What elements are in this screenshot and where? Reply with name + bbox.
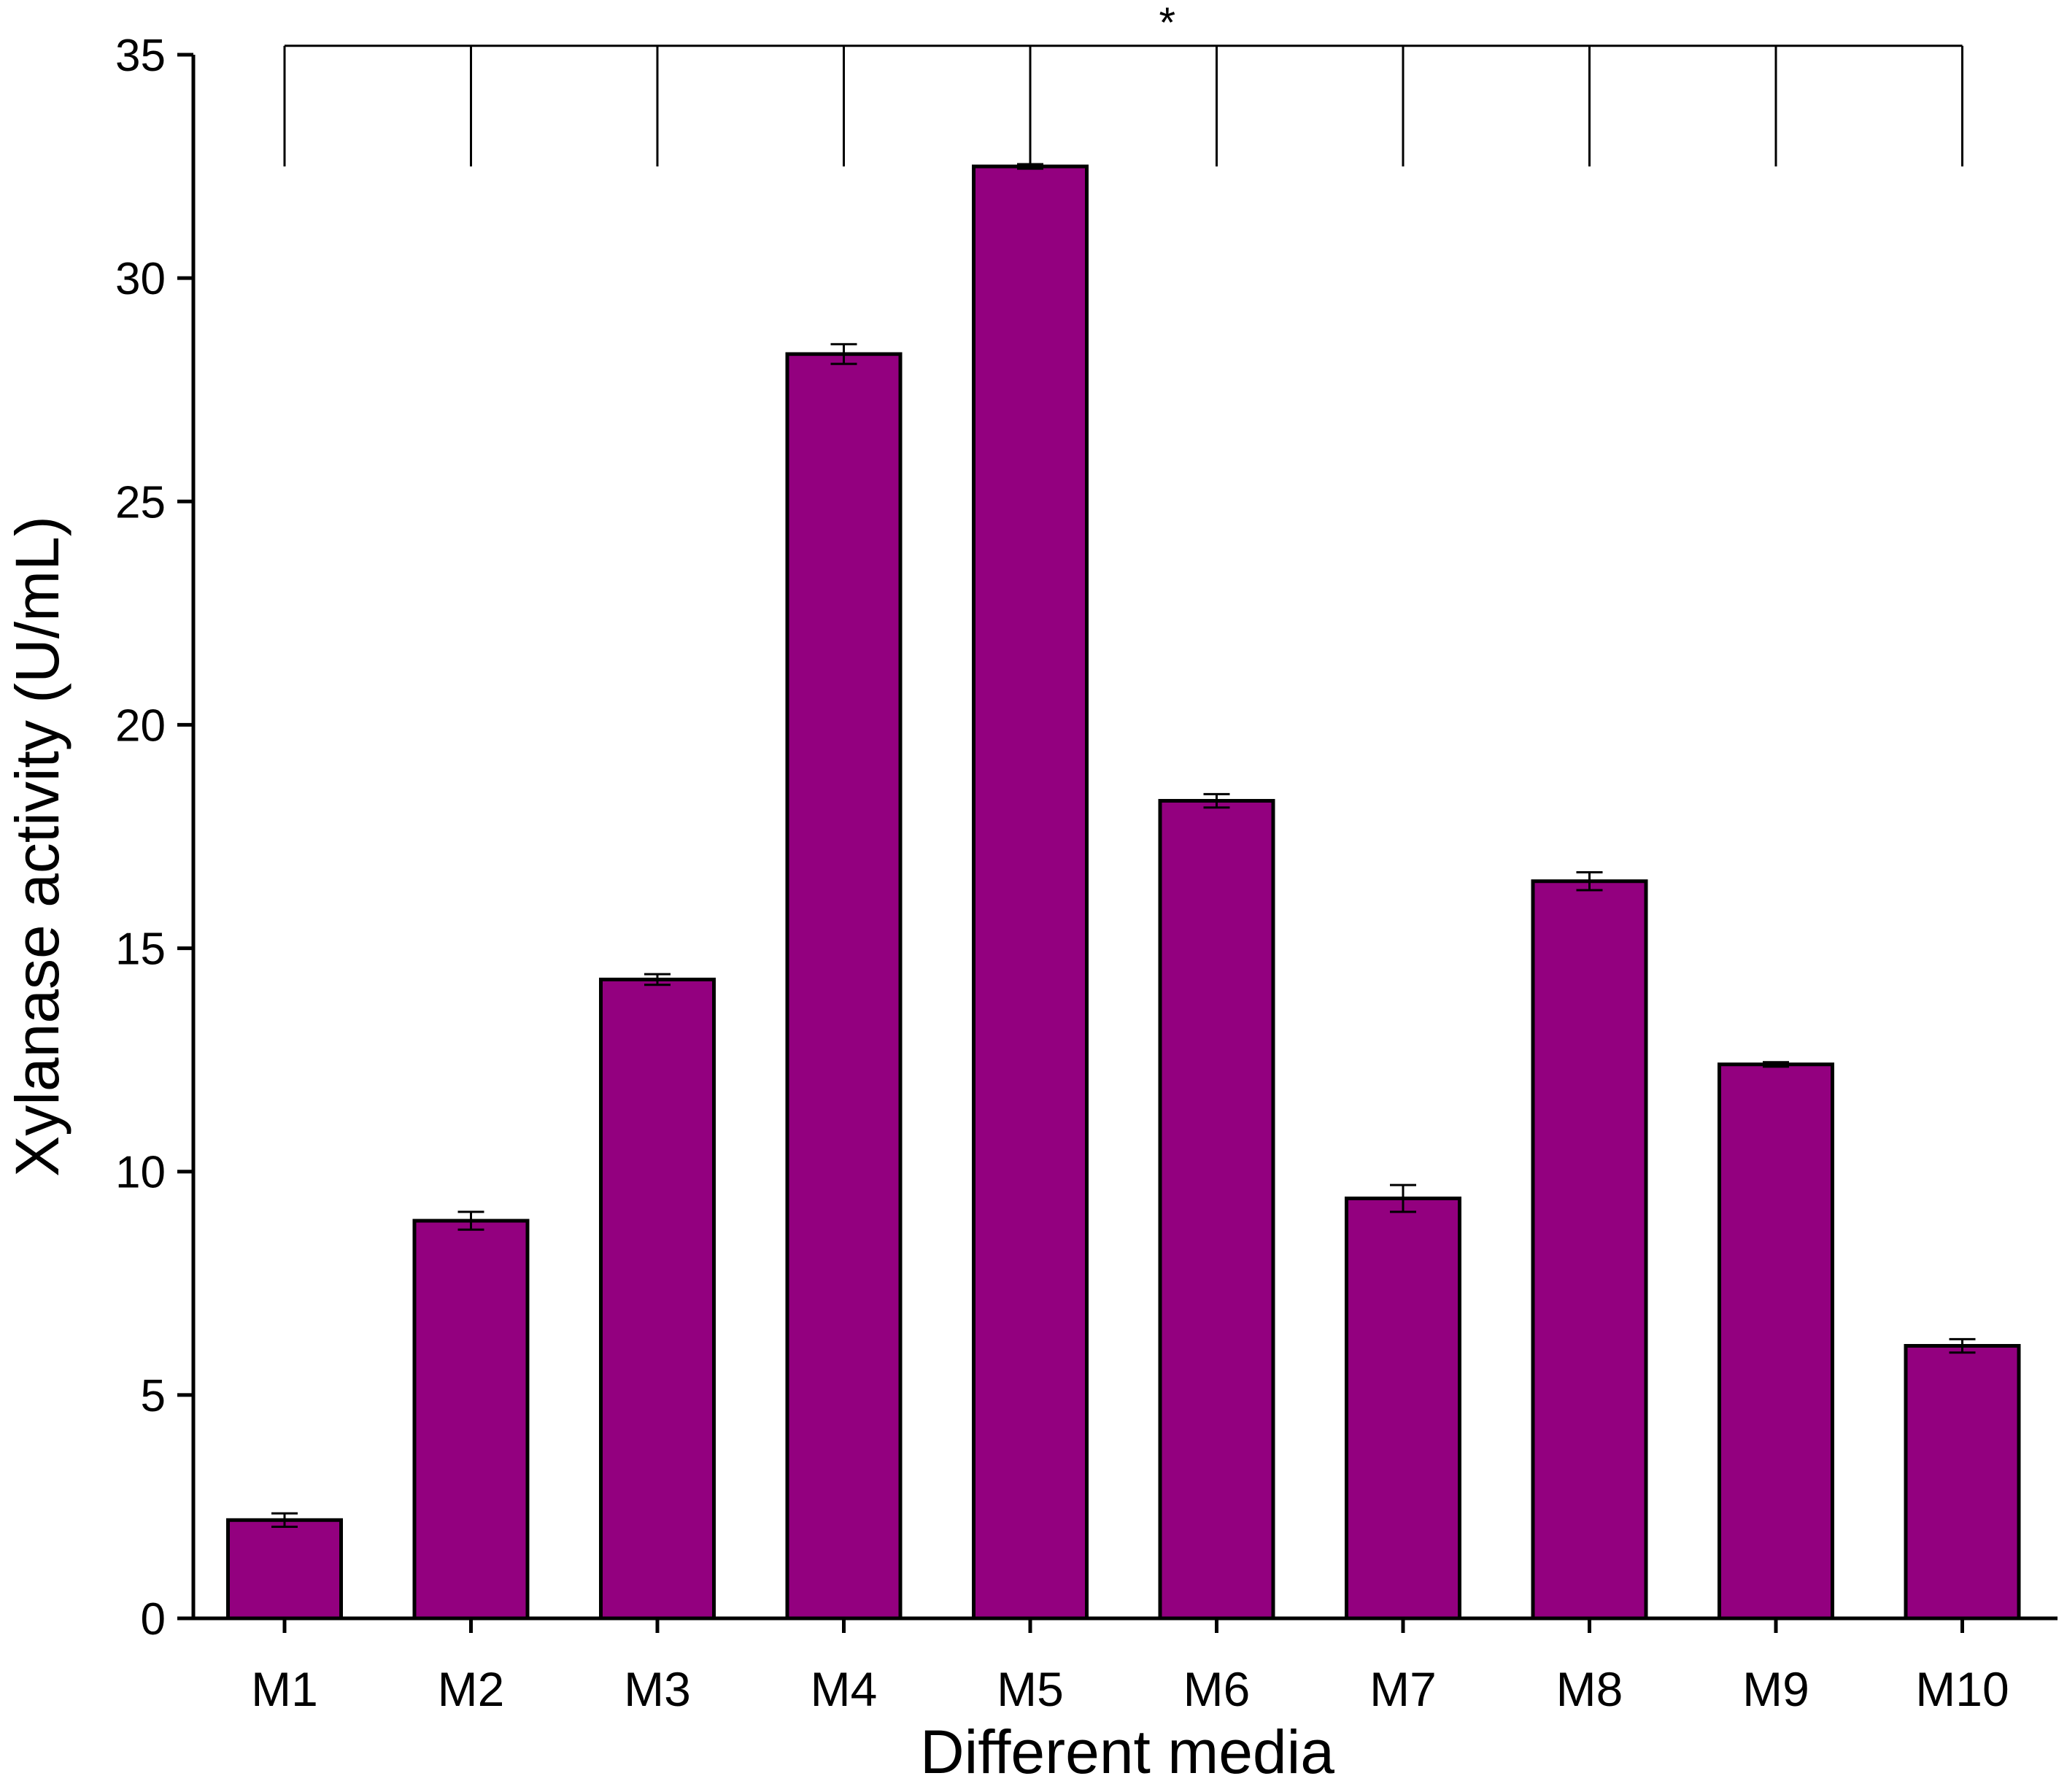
bar-m1: [226, 1518, 343, 1621]
x-tick-label: M2: [438, 1662, 505, 1716]
bar-m3: [599, 977, 716, 1621]
y-tick-label: 5: [141, 1371, 166, 1421]
y-tick-label: 35: [115, 31, 166, 81]
x-tick-label: M7: [1369, 1662, 1437, 1716]
bar-m2: [412, 1219, 530, 1621]
x-tick-label: M9: [1742, 1662, 1809, 1716]
bars-group: [226, 164, 2021, 1621]
x-tick-label: M4: [811, 1662, 878, 1716]
error-bar-m8: [1576, 870, 1603, 892]
x-tick-label: M6: [1183, 1662, 1251, 1716]
x-tick-label: M10: [1915, 1662, 2009, 1716]
x-tick-label: M3: [624, 1662, 691, 1716]
bar-m4: [785, 352, 903, 1621]
error-bar-m6: [1203, 792, 1230, 809]
error-bar-m3: [644, 973, 671, 986]
y-tick-label: 10: [115, 1148, 166, 1198]
y-axis-title: Xylanase activity (U/mL): [3, 516, 72, 1177]
significance-bracket: *: [283, 0, 1963, 167]
bar-m8: [1531, 879, 1648, 1621]
y-tick-label: 0: [141, 1594, 166, 1645]
bar-m6: [1158, 799, 1275, 1621]
x-ticks-group: M1 M2 M3 M4 M5 M6 M7 M8 M9 M10: [251, 1618, 2009, 1716]
error-bar-m9: [1763, 1061, 1789, 1068]
error-bar-m4: [830, 343, 857, 366]
error-bar-m10: [1949, 1337, 1976, 1354]
bar-m9: [1718, 1062, 1834, 1621]
x-tick-label: M8: [1556, 1662, 1623, 1716]
y-tick-label: 15: [115, 924, 166, 975]
error-bar-m7: [1390, 1183, 1416, 1213]
significance-label: *: [1159, 0, 1175, 47]
x-tick-label: M1: [251, 1662, 318, 1716]
y-ticks-group: 0 5 10 15 20 25 30 35: [115, 31, 193, 1645]
y-tick-label: 20: [115, 700, 166, 751]
error-bar-m1: [271, 1512, 298, 1528]
y-tick-label: 30: [115, 254, 166, 304]
x-tick-label: M5: [997, 1662, 1064, 1716]
bar-m7: [1345, 1196, 1461, 1621]
bar-m10: [1904, 1344, 2021, 1621]
error-bar-m2: [457, 1210, 484, 1231]
x-axis-title: Different media: [920, 1718, 1334, 1786]
bar-m5: [972, 164, 1089, 1621]
error-bars-group: [271, 163, 1976, 1528]
y-tick-label: 25: [115, 477, 166, 528]
axes-group: [191, 55, 2058, 1621]
error-bar-m5: [1017, 163, 1043, 170]
